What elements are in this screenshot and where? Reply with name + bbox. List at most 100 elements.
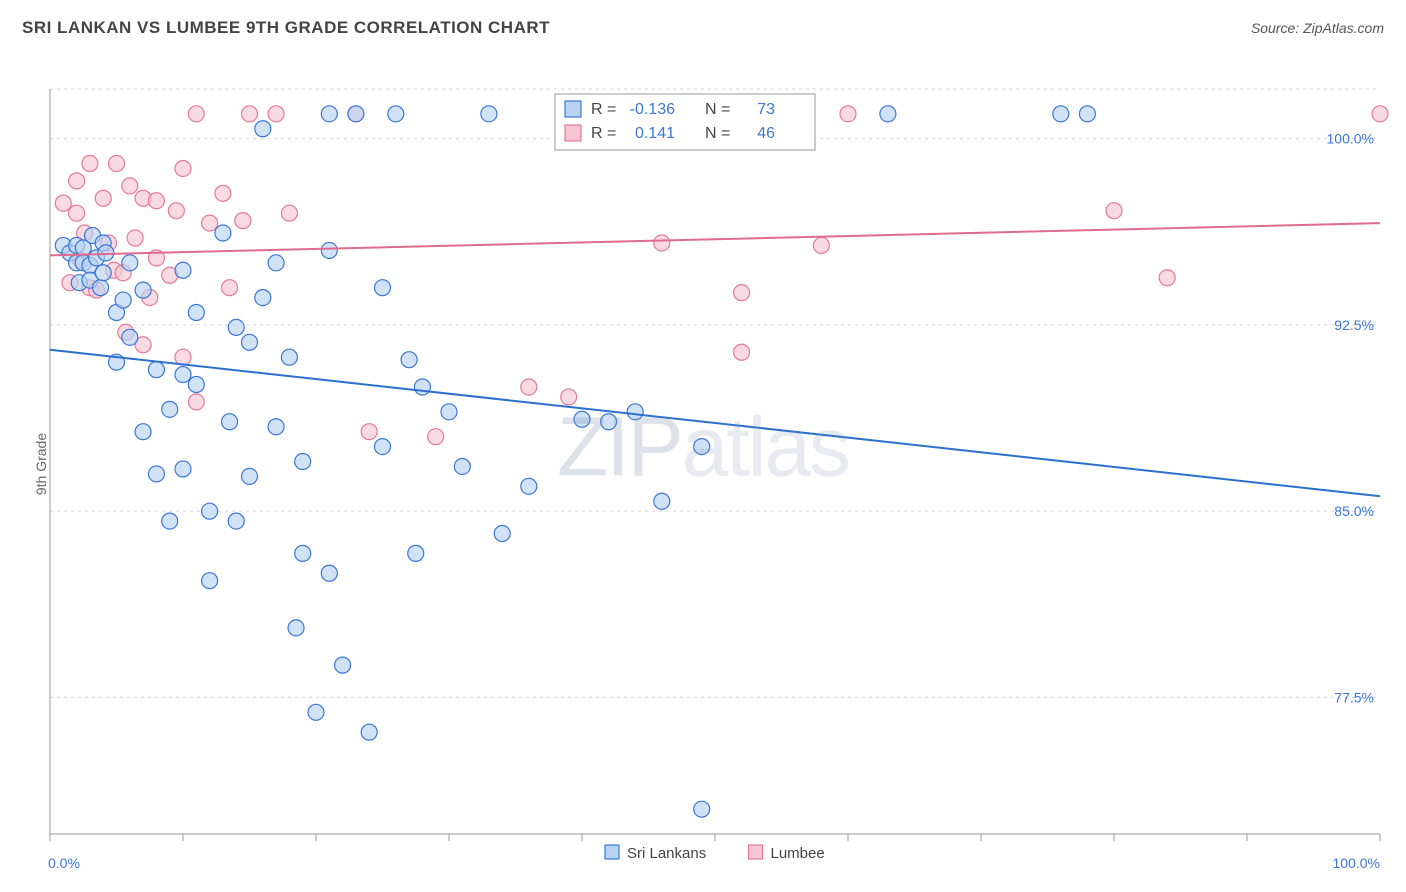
data-point xyxy=(1079,106,1095,122)
y-tick-label: 92.5% xyxy=(1334,317,1374,333)
data-point xyxy=(115,292,131,308)
data-point xyxy=(441,404,457,420)
data-point xyxy=(840,106,856,122)
data-point xyxy=(1372,106,1388,122)
data-point xyxy=(481,106,497,122)
data-point xyxy=(228,319,244,335)
data-point xyxy=(281,349,297,365)
data-point xyxy=(222,280,238,296)
data-point xyxy=(235,213,251,229)
chart-title: SRI LANKAN VS LUMBEE 9TH GRADE CORRELATI… xyxy=(22,18,550,38)
data-point xyxy=(414,379,430,395)
data-point xyxy=(148,362,164,378)
data-point xyxy=(202,503,218,519)
stats-n-value: 46 xyxy=(757,125,775,142)
data-point xyxy=(175,367,191,383)
data-point xyxy=(321,565,337,581)
data-point xyxy=(454,458,470,474)
data-point xyxy=(148,193,164,209)
data-point xyxy=(69,205,85,221)
legend-swatch xyxy=(605,845,619,859)
data-point xyxy=(122,178,138,194)
y-axis-title: 9th Grade xyxy=(33,433,49,495)
x-tick-label: 100.0% xyxy=(1333,855,1380,871)
data-point xyxy=(188,106,204,122)
y-tick-label: 100.0% xyxy=(1327,131,1374,147)
data-point xyxy=(308,704,324,720)
trend-line xyxy=(50,223,1380,255)
data-point xyxy=(521,478,537,494)
data-point xyxy=(268,106,284,122)
data-point xyxy=(401,352,417,368)
data-point xyxy=(215,185,231,201)
data-point xyxy=(295,545,311,561)
data-point xyxy=(627,404,643,420)
data-point xyxy=(321,242,337,258)
data-point xyxy=(561,389,577,405)
data-point xyxy=(268,255,284,271)
data-point xyxy=(175,461,191,477)
data-point xyxy=(162,513,178,529)
data-point xyxy=(255,121,271,137)
data-point xyxy=(55,195,71,211)
data-point xyxy=(654,235,670,251)
data-point xyxy=(408,545,424,561)
data-point xyxy=(654,493,670,509)
data-point xyxy=(202,215,218,231)
data-point xyxy=(127,230,143,246)
stats-r-value: -0.136 xyxy=(630,101,675,118)
data-point xyxy=(494,526,510,542)
data-point xyxy=(175,262,191,278)
data-point xyxy=(361,424,377,440)
data-point xyxy=(188,377,204,393)
data-point xyxy=(109,156,125,172)
stats-r-value: 0.141 xyxy=(635,125,675,142)
data-point xyxy=(521,379,537,395)
data-point xyxy=(335,657,351,673)
data-point xyxy=(348,106,364,122)
data-point xyxy=(202,573,218,589)
stats-swatch xyxy=(565,125,581,141)
data-point xyxy=(122,255,138,271)
data-point xyxy=(281,205,297,221)
y-tick-label: 77.5% xyxy=(1334,689,1374,705)
data-point xyxy=(95,190,111,206)
scatter-chart: 77.5%85.0%92.5%100.0%0.0%100.0%R =-0.136… xyxy=(0,44,1406,884)
stats-n-label: N = xyxy=(705,125,730,142)
data-point xyxy=(694,801,710,817)
stats-swatch xyxy=(565,101,581,117)
data-point xyxy=(321,106,337,122)
data-point xyxy=(228,513,244,529)
data-point xyxy=(880,106,896,122)
stats-r-label: R = xyxy=(591,125,616,142)
data-point xyxy=(255,290,271,306)
data-point xyxy=(361,724,377,740)
data-point xyxy=(574,411,590,427)
data-point xyxy=(1053,106,1069,122)
stats-n-value: 73 xyxy=(757,101,775,118)
data-point xyxy=(135,424,151,440)
x-tick-label: 0.0% xyxy=(48,855,80,871)
stats-n-label: N = xyxy=(705,101,730,118)
data-point xyxy=(222,414,238,430)
data-point xyxy=(428,429,444,445)
data-point xyxy=(601,414,617,430)
data-point xyxy=(268,419,284,435)
data-point xyxy=(175,160,191,176)
data-point xyxy=(375,280,391,296)
legend-label: Lumbee xyxy=(771,845,825,862)
data-point xyxy=(69,173,85,189)
data-point xyxy=(242,468,258,484)
data-point xyxy=(188,305,204,321)
data-point xyxy=(215,225,231,241)
chart-area: 9th Grade ZIPatlas 77.5%85.0%92.5%100.0%… xyxy=(0,44,1406,884)
chart-header: SRI LANKAN VS LUMBEE 9TH GRADE CORRELATI… xyxy=(0,0,1406,44)
data-point xyxy=(388,106,404,122)
data-point xyxy=(242,334,258,350)
data-point xyxy=(168,203,184,219)
data-point xyxy=(295,454,311,470)
data-point xyxy=(162,401,178,417)
chart-source: Source: ZipAtlas.com xyxy=(1251,20,1384,36)
data-point xyxy=(82,156,98,172)
stats-r-label: R = xyxy=(591,101,616,118)
